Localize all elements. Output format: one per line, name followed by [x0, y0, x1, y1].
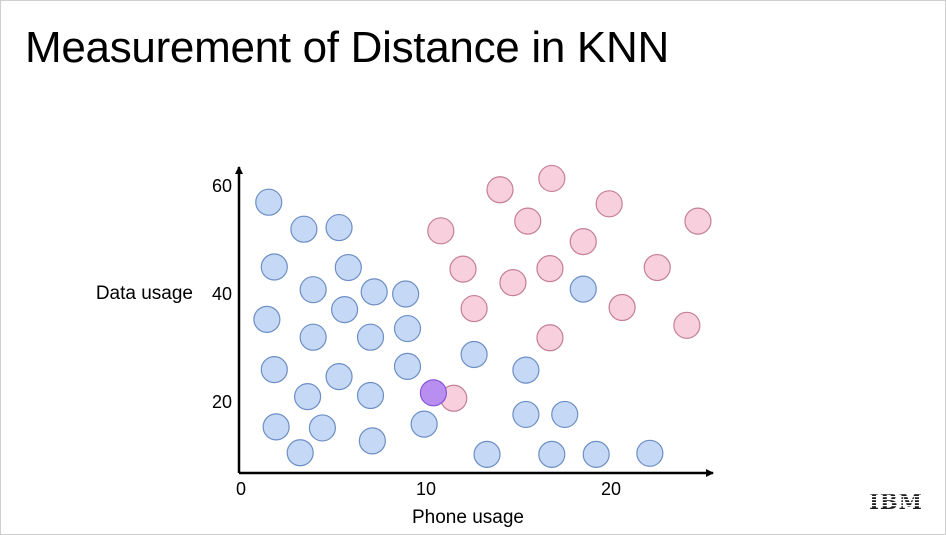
pink-data-point: [449, 255, 477, 283]
blue-data-point: [392, 280, 420, 308]
blue-data-point: [325, 213, 353, 242]
pink-data-point: [673, 311, 701, 339]
x-tick-label: 20: [601, 479, 621, 499]
blue-data-point: [294, 383, 322, 411]
blue-data-point: [260, 356, 288, 384]
blue-data-point: [331, 296, 359, 324]
blue-data-point: [636, 439, 664, 467]
x-axis-label: Phone usage: [412, 507, 524, 528]
blue-data-point: [299, 276, 327, 304]
blue-data-point: [290, 215, 318, 243]
blue-data-point: [512, 356, 540, 384]
blue-data-point: [538, 440, 566, 468]
blue-data-point: [262, 413, 290, 441]
pink-data-point: [499, 269, 527, 297]
pink-data-point: [486, 176, 514, 204]
blue-data-point: [569, 275, 597, 303]
blue-data-point: [393, 314, 422, 343]
blue-data-point: [460, 340, 488, 369]
blue-data-point: [512, 400, 540, 429]
blue-data-point: [410, 410, 438, 438]
blue-data-point: [255, 188, 283, 216]
x-tick-label: 0: [236, 479, 246, 499]
blue-data-point: [356, 323, 385, 351]
y-axis-label: Data usage: [96, 283, 193, 304]
blue-data-point: [253, 305, 281, 333]
ibm-logo: IBM: [867, 489, 925, 514]
blue-data-point: [360, 278, 388, 306]
pink-data-point: [460, 294, 488, 323]
pink-data-point: [536, 255, 564, 283]
blue-data-point: [334, 253, 362, 282]
blue-data-point: [308, 414, 336, 442]
pink-data-point: [643, 253, 671, 282]
pink-data-point: [595, 190, 623, 218]
pink-data-point: [536, 324, 564, 352]
blue-data-point: [356, 381, 385, 410]
ibm-logo-text: IBM: [869, 489, 923, 514]
purple-data-point: [419, 379, 447, 407]
y-tick-label: 20: [212, 392, 232, 412]
pink-data-point: [427, 217, 455, 245]
blue-data-point: [260, 253, 288, 281]
slide-title: Measurement of Distance in KNN: [25, 23, 669, 72]
pink-data-point: [608, 293, 636, 322]
blue-data-point: [473, 440, 501, 468]
blue-data-point: [582, 440, 610, 468]
pink-data-point: [569, 228, 597, 256]
blue-data-point: [358, 427, 386, 455]
y-tick-label: 60: [212, 176, 232, 196]
pink-data-point: [684, 207, 712, 235]
pink-data-point: [538, 164, 566, 193]
pink-data-point: [514, 207, 542, 235]
blue-data-point: [393, 352, 422, 380]
blue-data-point: [299, 323, 327, 351]
x-tick-label: 10: [416, 479, 436, 499]
y-tick-label: 40: [212, 284, 232, 304]
blue-data-point: [286, 439, 314, 467]
blue-data-point: [551, 400, 579, 429]
blue-data-point: [325, 363, 353, 391]
